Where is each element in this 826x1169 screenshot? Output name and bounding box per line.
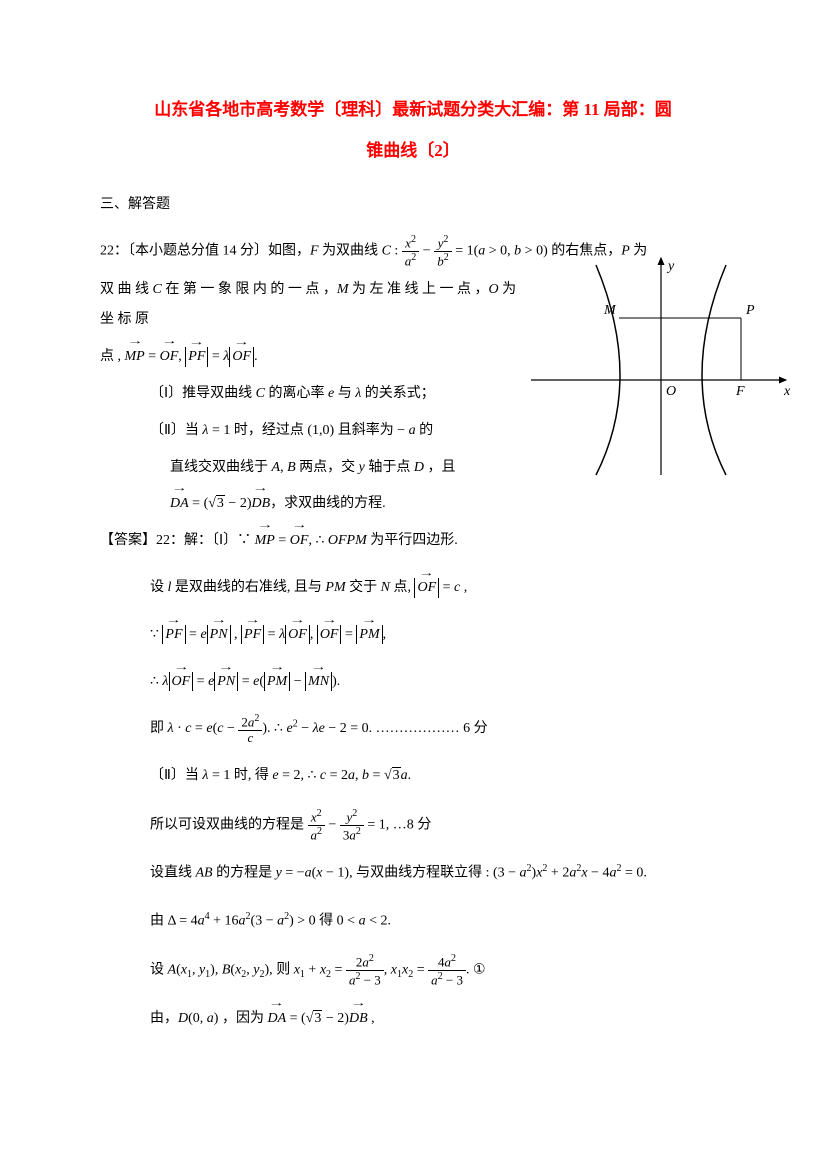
diagram-label-P: P (745, 303, 755, 318)
answer-header: 【答案】22：解：〔Ⅰ〕∵ MP = OF, ∴ OFPM 为平行四边形. (100, 526, 726, 557)
diagram-label-M: M (603, 303, 617, 318)
answer-l2: ∵ PF = ePN , PF = λOF, OF = PM, (100, 620, 726, 651)
answer-block: 【答案】22：解：〔Ⅰ〕∵ MP = OF, ∴ OFPM 为平行四边形. 设 … (100, 526, 726, 1034)
answer-l3: ∴ λOF = ePN = e(PM − MN). (100, 667, 726, 698)
problem-part2-l3: DA = (3 − 2)DB，求双曲线的方程. (100, 489, 726, 520)
answer-l10: 由，D(0, a) ，因为 DA = (3 − 2)DB , (100, 1004, 726, 1035)
diagram-label-F: F (735, 384, 745, 399)
hyperbola-diagram: y x M P O F (526, 250, 796, 480)
diagram-label-x: x (783, 384, 791, 399)
answer-l9: 设 A(x1, y1), B(x2, y2), 则 x1 + x2 = 2a2a… (100, 953, 726, 987)
diagram-label-y: y (666, 259, 675, 274)
answer-l4: 即 λ · c = e(c − 2a2c). ∴ e2 − λe − 2 = 0… (100, 713, 726, 745)
section-header: 三、解答题 (100, 190, 726, 221)
answer-l5: 〔Ⅱ〕当 λ = 1 时, 得 e = 2, ∴ c = 2a, b = 3a. (100, 761, 726, 792)
answer-l8: 由 Δ = 4a4 + 16a2(3 − a2) > 0 得 0 < a < 2… (100, 906, 726, 937)
doc-title-line2: 锥曲线〔2〕 (100, 131, 726, 172)
diagram-label-O: O (666, 384, 676, 399)
problem-line2: 双 曲 线 C 在 第 一 象 限 内 的 一 点 ，M 为 左 准 线 上 一… (100, 275, 530, 337)
answer-l1: 设 l 是双曲线的右准线, 且与 PM 交于 N 点, OF = c , (100, 573, 726, 604)
answer-l7: 设直线 AB 的方程是 y = −a(x − 1), 与双曲线方程联立得 : (… (100, 858, 726, 889)
answer-l6: 所以可设双曲线的方程是 x2a2 − y23a2 = 1, …8 分 (100, 808, 726, 842)
doc-title-line1: 山东省各地市高考数学〔理科〕最新试题分类大汇编：第 11 局部：圆 (100, 90, 726, 131)
